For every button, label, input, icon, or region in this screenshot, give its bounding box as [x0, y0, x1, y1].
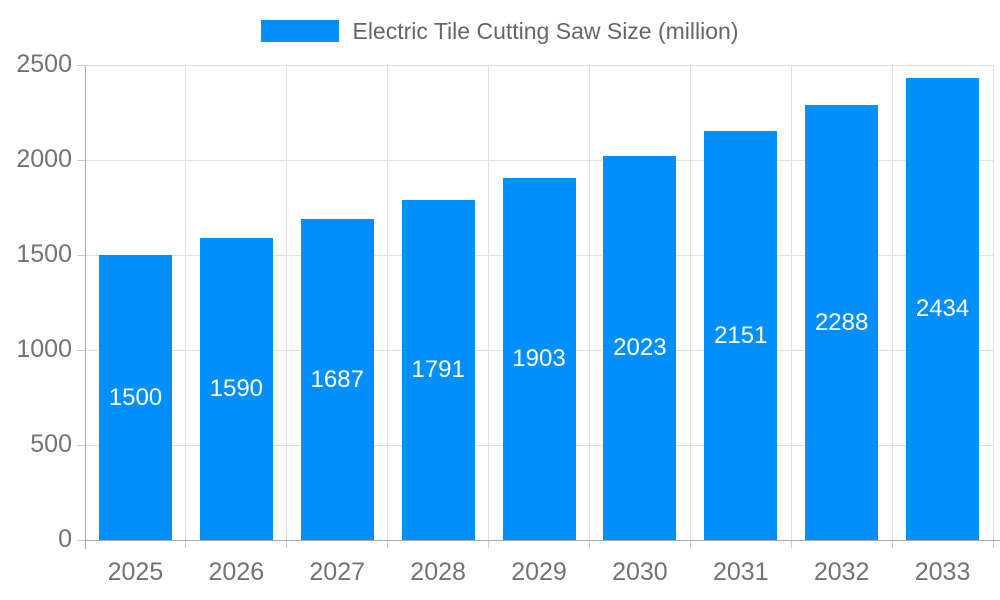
- y-axis-tick: [77, 444, 85, 446]
- bar-value-label: 1791: [411, 356, 465, 383]
- x-axis-tick-label: 2031: [712, 558, 769, 586]
- x-gridline: [891, 65, 893, 540]
- x-axis-tick: [185, 540, 187, 548]
- bar-2027: [300, 219, 374, 540]
- y-axis-tick-label: 1500: [16, 239, 72, 268]
- y-axis-tick-label: 0: [58, 524, 72, 553]
- y-axis-tick: [77, 254, 85, 256]
- bar-value-label: 1500: [108, 383, 163, 411]
- x-axis-tick-label: 2032: [813, 558, 870, 586]
- y-axis-tick-label: 2500: [16, 49, 72, 78]
- x-axis-tick-label: 2030: [612, 558, 668, 586]
- x-axis-tick-label: 2027: [309, 558, 366, 586]
- x-axis-tick-label: 2026: [208, 558, 265, 586]
- x-gridline: [286, 65, 288, 540]
- y-axis-tick-label: 2000: [16, 144, 72, 173]
- bar-2028: [401, 200, 475, 540]
- x-gridline: [387, 65, 389, 540]
- bar-2031: [704, 131, 778, 540]
- bar-value-label: 1687: [310, 365, 364, 393]
- y-axis-tick: [77, 539, 85, 541]
- x-axis-tick-label: 2029: [511, 558, 567, 586]
- x-axis-tick: [488, 540, 490, 548]
- y-axis-line: [85, 65, 86, 549]
- bar-value-label: 2288: [814, 308, 869, 336]
- bar-value-label: 2151: [714, 321, 768, 349]
- y-gridline: [85, 159, 993, 161]
- legend-swatch-icon: [261, 20, 340, 42]
- x-axis-tick-label: 2028: [410, 558, 466, 586]
- x-gridline: [689, 65, 691, 540]
- y-axis-tick: [77, 349, 85, 351]
- y-axis-tick-label: 500: [30, 429, 72, 458]
- x-axis-tick: [286, 540, 288, 548]
- x-gridline: [588, 65, 590, 540]
- x-axis-tick: [790, 540, 792, 548]
- bar-2033: [906, 78, 980, 540]
- bar-value-label: 1590: [209, 375, 264, 402]
- x-axis-tick: [689, 540, 691, 548]
- y-axis-tick-label: 1000: [16, 334, 72, 363]
- bar-2032: [805, 105, 879, 540]
- y-gridline: [85, 64, 993, 66]
- bar-value-label: 1903: [512, 345, 566, 372]
- x-gridline: [992, 65, 994, 540]
- y-axis-tick: [77, 159, 85, 161]
- x-axis-tick: [588, 540, 590, 548]
- y-axis-tick: [77, 64, 85, 66]
- x-axis-tick: [891, 540, 893, 548]
- bar-2030: [603, 156, 677, 540]
- x-gridline: [488, 65, 490, 540]
- x-axis-line: [85, 540, 1000, 541]
- bar-value-label: 2434: [915, 295, 970, 322]
- bar-2026: [199, 238, 273, 540]
- chart-legend-item[interactable]: Electric Tile Cutting Saw Size (million): [0, 18, 1000, 44]
- legend-label: Electric Tile Cutting Saw Size (million): [352, 17, 739, 44]
- bar-2029: [502, 178, 576, 540]
- x-axis-tick: [387, 540, 389, 548]
- x-axis-tick-label: 2025: [107, 558, 164, 586]
- bar-2025: [98, 255, 172, 540]
- x-axis-tick-label: 2033: [914, 558, 971, 586]
- x-axis-tick: [992, 540, 994, 548]
- x-gridline: [790, 65, 792, 540]
- x-gridline: [185, 65, 187, 540]
- bar-value-label: 2023: [613, 334, 667, 361]
